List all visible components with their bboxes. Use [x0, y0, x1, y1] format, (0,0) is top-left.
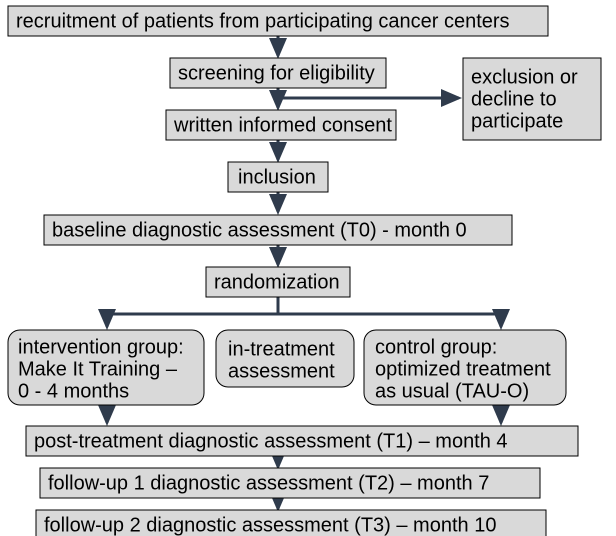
node-exclusion-l2: decline to — [471, 88, 557, 110]
node-screening: screening for eligibility — [170, 58, 386, 88]
node-intervention-l1: intervention group: — [18, 336, 184, 358]
node-fu1: follow-up 1 diagnostic assessment (T2) –… — [40, 468, 540, 498]
node-exclusion-l1: exclusion or — [471, 66, 578, 88]
node-exclusion: exclusion or decline to participate — [463, 58, 601, 140]
node-control: control group: optimized treatment as us… — [364, 330, 566, 405]
node-inclusion-label: inclusion — [238, 166, 316, 188]
node-recruitment: recruitment of patients from participati… — [8, 6, 548, 36]
flowchart-diagram: recruitment of patients from participati… — [0, 0, 616, 536]
node-fu2: follow-up 2 diagnostic assessment (T3) –… — [36, 510, 546, 536]
node-consent-label: written informed consent — [173, 114, 392, 136]
node-recruitment-label: recruitment of patients from participati… — [16, 10, 510, 32]
node-intervention-l2: Make It Training – — [18, 358, 178, 380]
node-inclusion: inclusion — [228, 162, 328, 192]
node-screening-label: screening for eligibility — [178, 62, 375, 84]
node-baseline: baseline diagnostic assessment (T0) - mo… — [44, 215, 512, 245]
node-consent: written informed consent — [166, 110, 396, 140]
node-intervention-l3: 0 - 4 months — [18, 380, 129, 402]
node-baseline-label: baseline diagnostic assessment (T0) - mo… — [52, 219, 467, 241]
node-post: post-treatment diagnostic assessment (T1… — [26, 426, 578, 456]
node-control-l3: as usual (TAU-O) — [375, 380, 529, 402]
node-intreatment: in-treatment assessment — [216, 330, 354, 387]
node-fu1-label: follow-up 1 diagnostic assessment (T2) –… — [48, 472, 489, 494]
node-intervention: intervention group: Make It Training – 0… — [8, 330, 204, 405]
node-control-l1: control group: — [375, 336, 497, 358]
node-intreatment-l2: assessment — [228, 360, 335, 382]
node-intreatment-l1: in-treatment — [228, 338, 335, 360]
node-randomization: randomization — [206, 267, 350, 297]
node-control-l2: optimized treatment — [375, 358, 551, 380]
node-post-label: post-treatment diagnostic assessment (T1… — [34, 430, 508, 452]
node-exclusion-l3: participate — [471, 110, 563, 132]
node-fu2-label: follow-up 2 diagnostic assessment (T3) –… — [44, 514, 496, 536]
node-randomization-label: randomization — [214, 271, 340, 293]
